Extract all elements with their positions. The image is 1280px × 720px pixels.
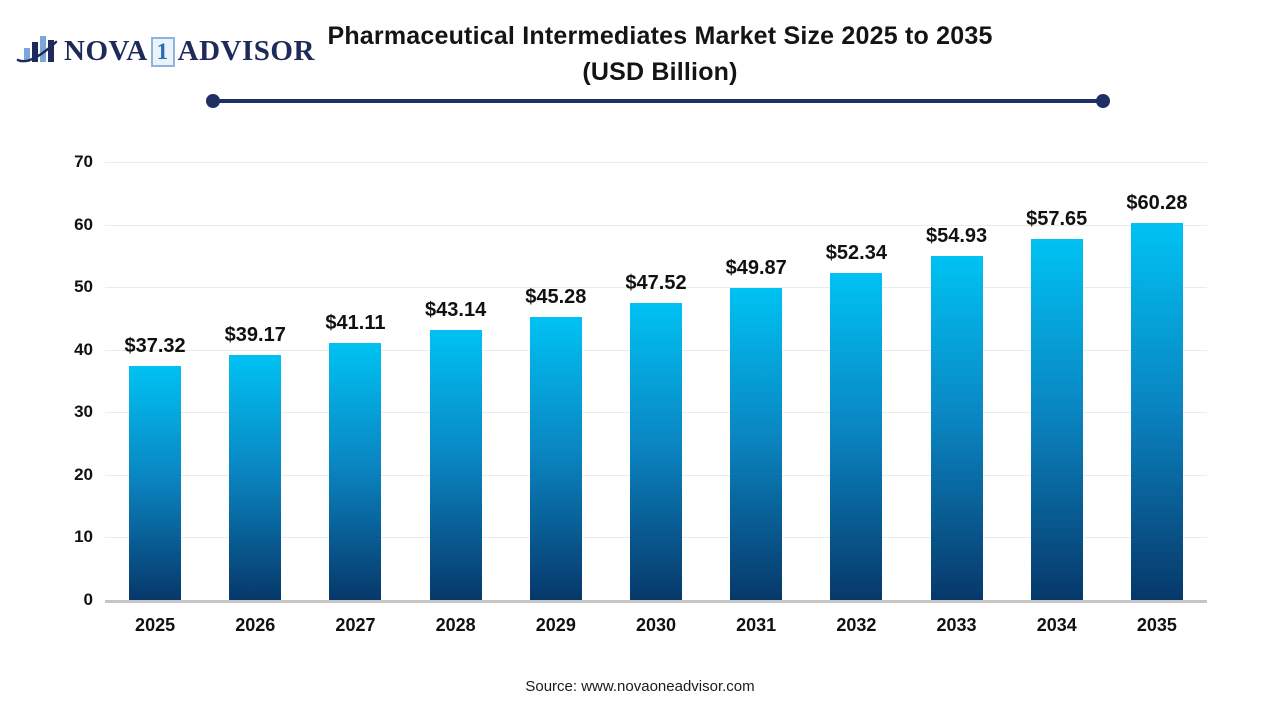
bar-value-label: $52.34 bbox=[825, 241, 887, 264]
chart-title-line1: Pharmaceutical Intermediates Market Size… bbox=[327, 22, 993, 50]
bar-value-label: $43.14 bbox=[425, 299, 487, 322]
bar-2030 bbox=[630, 302, 682, 600]
underline-left-dot bbox=[206, 94, 220, 108]
y-axis: 0 10 20 30 40 50 60 70 bbox=[55, 152, 93, 609]
y-tick-label: 0 bbox=[83, 590, 93, 609]
chart-title-line2: (USD Billion) bbox=[582, 58, 738, 86]
title-underline-rule bbox=[206, 94, 1110, 108]
underline-right-dot bbox=[1096, 94, 1110, 108]
x-tick-label: 2025 bbox=[135, 615, 176, 635]
bar-2029 bbox=[529, 316, 582, 600]
y-tick-label: 50 bbox=[74, 277, 93, 297]
bar-value-label: $37.32 bbox=[124, 335, 186, 358]
x-tick-label: 2033 bbox=[936, 615, 977, 635]
bar-value-label: $41.11 bbox=[325, 311, 386, 334]
bar-2025 bbox=[129, 366, 182, 600]
gridline bbox=[105, 287, 1207, 289]
logo-badge-one: 1 bbox=[150, 36, 175, 67]
bar-value-label: $47.52 bbox=[625, 271, 687, 294]
bar-chart: 0 10 20 30 40 50 60 70 $37.32 2025 $39.17 2026 $41.… bbox=[0, 152, 1280, 662]
bar-2027 bbox=[329, 342, 382, 600]
x-tick-label: 2026 bbox=[235, 615, 276, 635]
y-tick-label: 40 bbox=[74, 339, 93, 359]
logo-word-nova: NOVA bbox=[64, 35, 148, 67]
x-tick-label: 2031 bbox=[736, 615, 777, 635]
bar-2034 bbox=[1030, 239, 1083, 600]
x-tick-label: 2035 bbox=[1136, 615, 1177, 635]
bar-value-label: $45.28 bbox=[525, 285, 587, 308]
logo-word-advisor: ADVISOR bbox=[177, 35, 315, 67]
x-tick-label: 2032 bbox=[836, 615, 877, 635]
bar-2035 bbox=[1130, 222, 1183, 600]
source-attribution: Source: www.novaoneadvisor.com bbox=[525, 678, 755, 695]
bar-value-label: $57.65 bbox=[1026, 208, 1088, 231]
gridline bbox=[105, 162, 1207, 163]
novaone-advisor-logo: NOVA 1 ADVISOR bbox=[16, 30, 315, 73]
y-tick-label: 10 bbox=[74, 527, 93, 547]
plot-area: $37.32 2025 $39.17 2026 $41.11 2027 $43.14 2028… bbox=[105, 162, 1207, 635]
bar-2031 bbox=[730, 287, 783, 600]
bar-2028 bbox=[429, 330, 482, 600]
y-tick-label: 60 bbox=[74, 214, 93, 234]
logo-wordmark: NOVA 1 ADVISOR bbox=[64, 35, 315, 68]
bar-value-label: $60.28 bbox=[1126, 191, 1188, 214]
chart-title: Pharmaceutical Intermediates Market Size… bbox=[210, 18, 1110, 90]
bar-value-label: $54.93 bbox=[925, 225, 988, 248]
bar-2026 bbox=[229, 354, 282, 600]
bar-chart-swoosh-icon bbox=[16, 30, 60, 73]
y-tick-label: 30 bbox=[74, 402, 93, 422]
y-tick-label: 70 bbox=[74, 152, 93, 171]
x-tick-label: 2027 bbox=[335, 615, 376, 635]
bar-value-label: $49.87 bbox=[725, 256, 787, 279]
x-tick-label: 2029 bbox=[535, 615, 576, 635]
x-tick-label: 2030 bbox=[635, 615, 677, 635]
gridline bbox=[105, 224, 1207, 226]
x-tick-label: 2034 bbox=[1036, 615, 1077, 635]
y-tick-label: 20 bbox=[74, 464, 93, 484]
bar-2033 bbox=[930, 256, 983, 600]
x-tick-label: 2028 bbox=[435, 615, 476, 635]
bar-value-label: $39.17 bbox=[224, 323, 286, 346]
bar-2032 bbox=[830, 272, 883, 600]
